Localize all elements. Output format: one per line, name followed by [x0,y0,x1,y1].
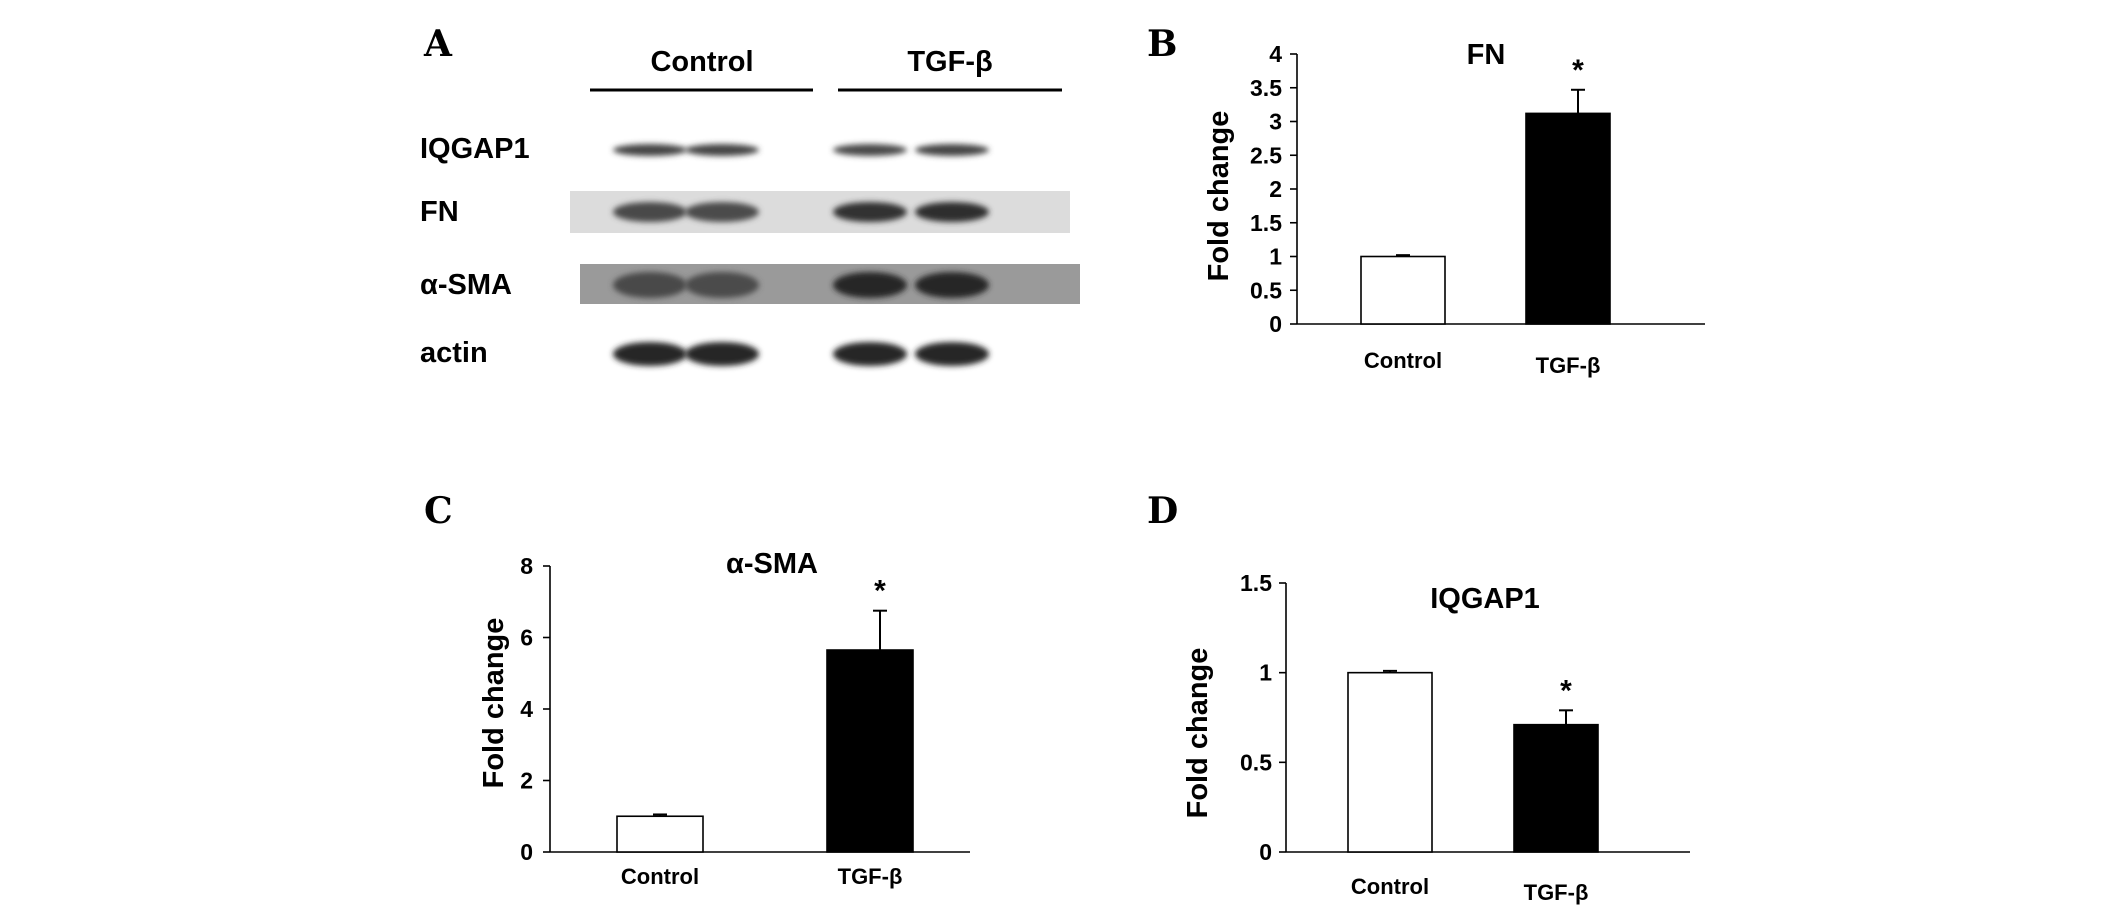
blot-group-control: Control [650,46,753,78]
blot-band [685,342,759,366]
chart-asma: α-SMA Fold change 0 2 4 6 8 * Control TGF-β [478,548,970,889]
chart-d-ylabel: Fold change [1182,648,1214,819]
chart-c-ylabel: Fold change [478,618,510,789]
panel-letter-a: A [423,23,453,65]
blot-band [613,202,687,222]
bar [1360,255,1446,325]
y-tick-label: 6 [520,625,533,651]
blot-band [613,272,687,298]
y-tick-label: 0 [520,839,533,865]
y-tick-label: 1 [1269,244,1282,270]
blot-band [613,342,687,366]
y-tick-label: 2.5 [1250,142,1282,168]
y-tick-label: 0.5 [1250,277,1282,303]
y-tick-label: 0 [1259,839,1272,865]
panel-letter-c: C [424,490,453,532]
blot-row-label-iqgap1: IQGAP1 [420,133,530,165]
chart-b-yticks: 0 0.5 1 1.5 2 2.5 3 3.5 4 [1250,41,1297,337]
blot-band [915,144,989,156]
y-tick-label: 3 [1269,109,1282,135]
blot-band [685,202,759,222]
significance-marker: * [874,575,886,608]
bar [1525,112,1611,325]
blot-band [833,272,907,298]
blot-band [685,144,759,156]
panel-letter-b: B [1147,23,1177,65]
western-blot: Control TGF-β IQGAP1 FN α-SMA actin [420,46,1080,369]
panel-letter-d: D [1147,490,1178,532]
chart-fn: FN Fold change 0 0.5 1 1.5 2 2.5 3 3.5 4 * Contr… [1203,39,1705,378]
significance-marker: * [1572,54,1584,87]
blot-band [685,272,759,298]
y-tick-label: 0 [1269,311,1282,337]
blot-group-tgfb: TGF-β [907,46,992,78]
blot-band [613,144,687,156]
blot-row-label-asma: α-SMA [420,269,512,301]
bar [826,649,914,853]
bar [616,815,704,853]
blot-band [915,202,989,222]
y-tick-label: 1 [1259,660,1272,686]
y-tick-label: 2 [1269,176,1282,202]
blot-band [833,342,907,366]
blot-band [915,272,989,298]
blot-row-label-fn: FN [420,196,459,228]
chart-c-category-tgfb: TGF-β [838,864,903,889]
chart-d-category-control: Control [1351,874,1429,899]
chart-d-bars: * [1347,669,1599,853]
chart-c-category-control: Control [621,864,699,889]
bar [1513,723,1599,853]
y-tick-label: 2 [520,768,533,794]
chart-b-title: FN [1467,39,1506,71]
y-tick-label: 1.5 [1250,210,1282,236]
chart-d-category-tgfb: TGF-β [1524,880,1589,905]
y-tick-label: 0.5 [1240,749,1272,775]
chart-d-yticks: 0 0.5 1 1.5 [1240,570,1286,865]
significance-marker: * [1560,674,1572,707]
chart-c-bars: * [616,575,914,853]
blot-band [833,202,907,222]
chart-c-yticks: 0 2 4 6 8 [520,553,550,865]
chart-c-title: α-SMA [726,548,818,580]
chart-b-category-control: Control [1364,348,1442,373]
chart-d-title: IQGAP1 [1430,583,1540,615]
y-tick-label: 4 [520,696,533,722]
chart-iqgap1: IQGAP1 Fold change 0 0.5 1 1.5 * Control TG… [1182,570,1690,905]
blot-band [915,342,989,366]
bar [1347,671,1433,853]
chart-b-ylabel: Fold change [1203,111,1235,282]
blot-band [833,144,907,156]
y-tick-label: 1.5 [1240,570,1272,596]
y-tick-label: 8 [520,553,533,579]
chart-b-bars: * [1360,54,1611,325]
chart-b-category-tgfb: TGF-β [1536,353,1601,378]
y-tick-label: 4 [1269,41,1282,67]
y-tick-label: 3.5 [1250,75,1282,101]
blot-bands [613,144,989,366]
blot-row-label-actin: actin [420,337,488,369]
